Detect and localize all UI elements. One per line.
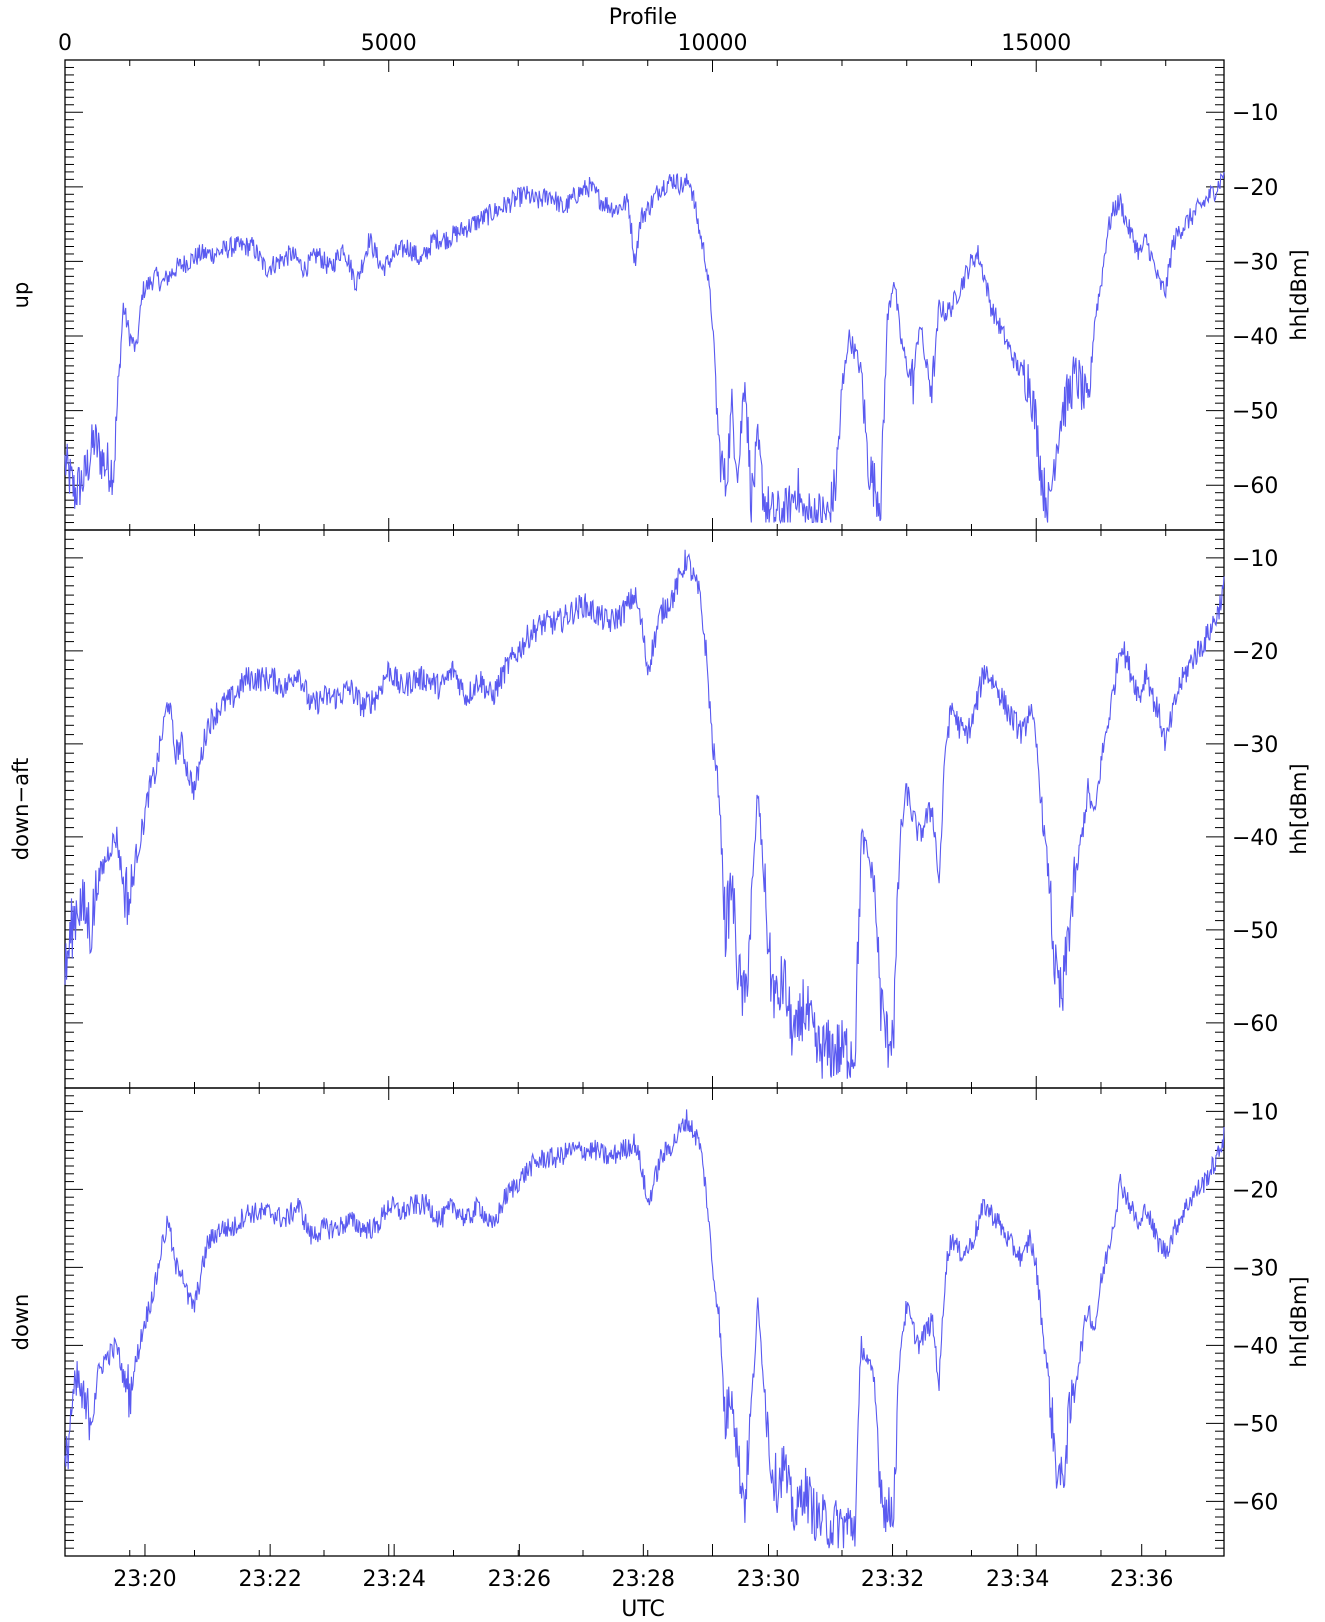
- y-tick-label: −30: [1232, 1256, 1278, 1281]
- y-tick-label: −40: [1232, 1334, 1278, 1359]
- y-axis-label: hh[dBm]: [1287, 249, 1311, 340]
- top-x-tick-label: 0: [58, 31, 72, 56]
- y-tick-label: −50: [1232, 919, 1278, 944]
- y-tick-label: −60: [1232, 474, 1278, 499]
- panel-0: −10 −20 −30 −40 −50 −60 hh[dBm] up 0 5000 10000 150…: [9, 31, 1311, 531]
- top-axis-title: Profile: [609, 5, 677, 30]
- top-x-tick-label: 10000: [677, 31, 747, 56]
- y-tick-label: −40: [1232, 325, 1278, 350]
- bottom-axis-title: UTC: [621, 1597, 665, 1622]
- top-x-tick-label: 5000: [361, 31, 417, 56]
- panel-label: down−aft: [9, 758, 33, 860]
- y-tick-label: −50: [1232, 400, 1278, 425]
- panel-2: −10 −20 −30 −40 −50 −60 hh[dBm] down 23:20 23:22 2…: [9, 1087, 1311, 1592]
- series-line-0: [64, 1109, 1225, 1549]
- y-tick-label: −20: [1232, 640, 1278, 665]
- y-tick-label: −10: [1232, 1100, 1278, 1125]
- bottom-x-tick-label: 23:36: [1110, 1567, 1173, 1592]
- bottom-x-tick-label: 23:20: [113, 1567, 176, 1592]
- y-tick-label: −30: [1232, 250, 1278, 275]
- y-tick-label: −60: [1232, 1012, 1278, 1037]
- y-tick-label: −20: [1232, 1178, 1278, 1203]
- panel-label: up: [9, 282, 33, 309]
- y-axis-label: hh[dBm]: [1287, 1276, 1311, 1367]
- bottom-x-tick-label: 23:34: [986, 1567, 1049, 1592]
- panel-1: −10 −20 −30 −40 −50 −60 hh[dBm] down−aft: [9, 529, 1311, 1089]
- bottom-x-tick-label: 23:26: [488, 1567, 551, 1592]
- bottom-x-tick-label: 23:28: [612, 1567, 675, 1592]
- bottom-x-tick-label: 23:24: [362, 1567, 425, 1592]
- series-line-0: [64, 171, 1225, 525]
- y-tick-label: −10: [1232, 547, 1278, 572]
- y-tick-label: −60: [1232, 1490, 1278, 1515]
- series-line-0: [64, 549, 1225, 1079]
- y-tick-label: −10: [1232, 101, 1278, 126]
- y-tick-label: −50: [1232, 1412, 1278, 1437]
- bottom-x-tick-label: 23:22: [238, 1567, 301, 1592]
- bottom-x-tick-label: 23:30: [737, 1567, 800, 1592]
- bottom-x-tick-label: 23:32: [861, 1567, 924, 1592]
- y-axis-label: hh[dBm]: [1287, 763, 1311, 854]
- panels: −10 −20 −30 −40 −50 −60 hh[dBm] up 0 5000 10000 150…: [9, 31, 1311, 1592]
- top-x-tick-label: 15000: [1001, 31, 1071, 56]
- panel-frame: [64, 1087, 1225, 1557]
- panel-label: down: [9, 1294, 33, 1351]
- y-tick-label: −20: [1232, 176, 1278, 201]
- panel-frame: [64, 59, 1225, 531]
- y-tick-label: −40: [1232, 826, 1278, 851]
- y-tick-label: −30: [1232, 733, 1278, 758]
- panel-frame: [64, 529, 1225, 1089]
